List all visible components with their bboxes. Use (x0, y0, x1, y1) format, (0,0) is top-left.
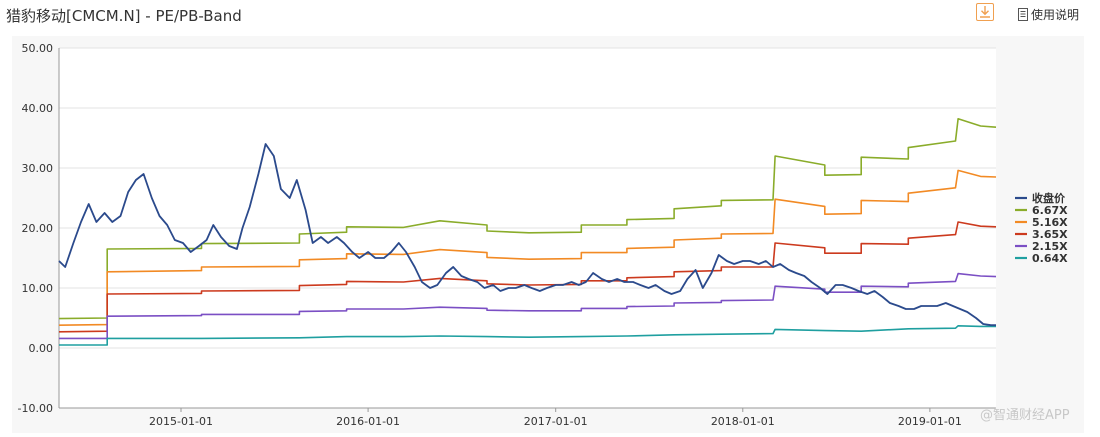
x-tick-label: 2018-01-01 (711, 415, 775, 428)
legend-label: 5.16X (1032, 216, 1068, 229)
y-tick-label: 30.00 (22, 162, 54, 175)
document-icon (1018, 7, 1028, 21)
series-line-5.16X (58, 169, 997, 326)
header: 猎豹移动[CMCM.N] - PE/PB-Band 使用说明 (0, 0, 1100, 30)
x-tick-label: 2017-01-01 (524, 415, 588, 428)
page-title: 猎豹移动[CMCM.N] - PE/PB-Band (6, 7, 242, 25)
manual-link[interactable]: 使用说明 (1018, 6, 1079, 22)
chart-panel: 50.00 40.00 30.00 20.00 10.00 0.00 -10.00 2015-… (12, 36, 1084, 433)
x-tick-label: 2016-01-01 (336, 415, 400, 428)
y-tick-label: 10.00 (22, 282, 54, 295)
download-icon (980, 6, 990, 18)
series-line-0.64X (59, 325, 996, 346)
series-line-3.65X (58, 221, 997, 333)
x-tick-label: 2019-01-01 (898, 415, 962, 428)
download-button[interactable] (976, 3, 994, 21)
legend-label: 6.67X (1032, 204, 1068, 217)
y-tick-label: 20.00 (22, 222, 54, 235)
y-tick-label: -10.00 (18, 402, 53, 415)
y-tick-label: 50.00 (22, 42, 54, 55)
manual-label: 使用说明 (1031, 7, 1080, 22)
y-tick-label: 40.00 (22, 102, 54, 115)
legend-label: 2.15X (1032, 240, 1068, 253)
series-line-2.15X (59, 272, 997, 340)
series-line-收盘价 (58, 143, 996, 327)
x-tick-label: 2015-01-01 (149, 415, 213, 428)
pe-pb-band-chart: 50.00 40.00 30.00 20.00 10.00 0.00 -10.00 2015-… (18, 42, 1069, 428)
legend-label: 0.64X (1032, 252, 1068, 265)
series-line-6.67X (58, 118, 997, 320)
y-tick-label: 0.00 (29, 342, 54, 355)
legend-label: 3.65X (1032, 228, 1068, 241)
legend-label: 收盘价 (1032, 191, 1066, 205)
watermark: @智通财经APP (980, 408, 1070, 423)
